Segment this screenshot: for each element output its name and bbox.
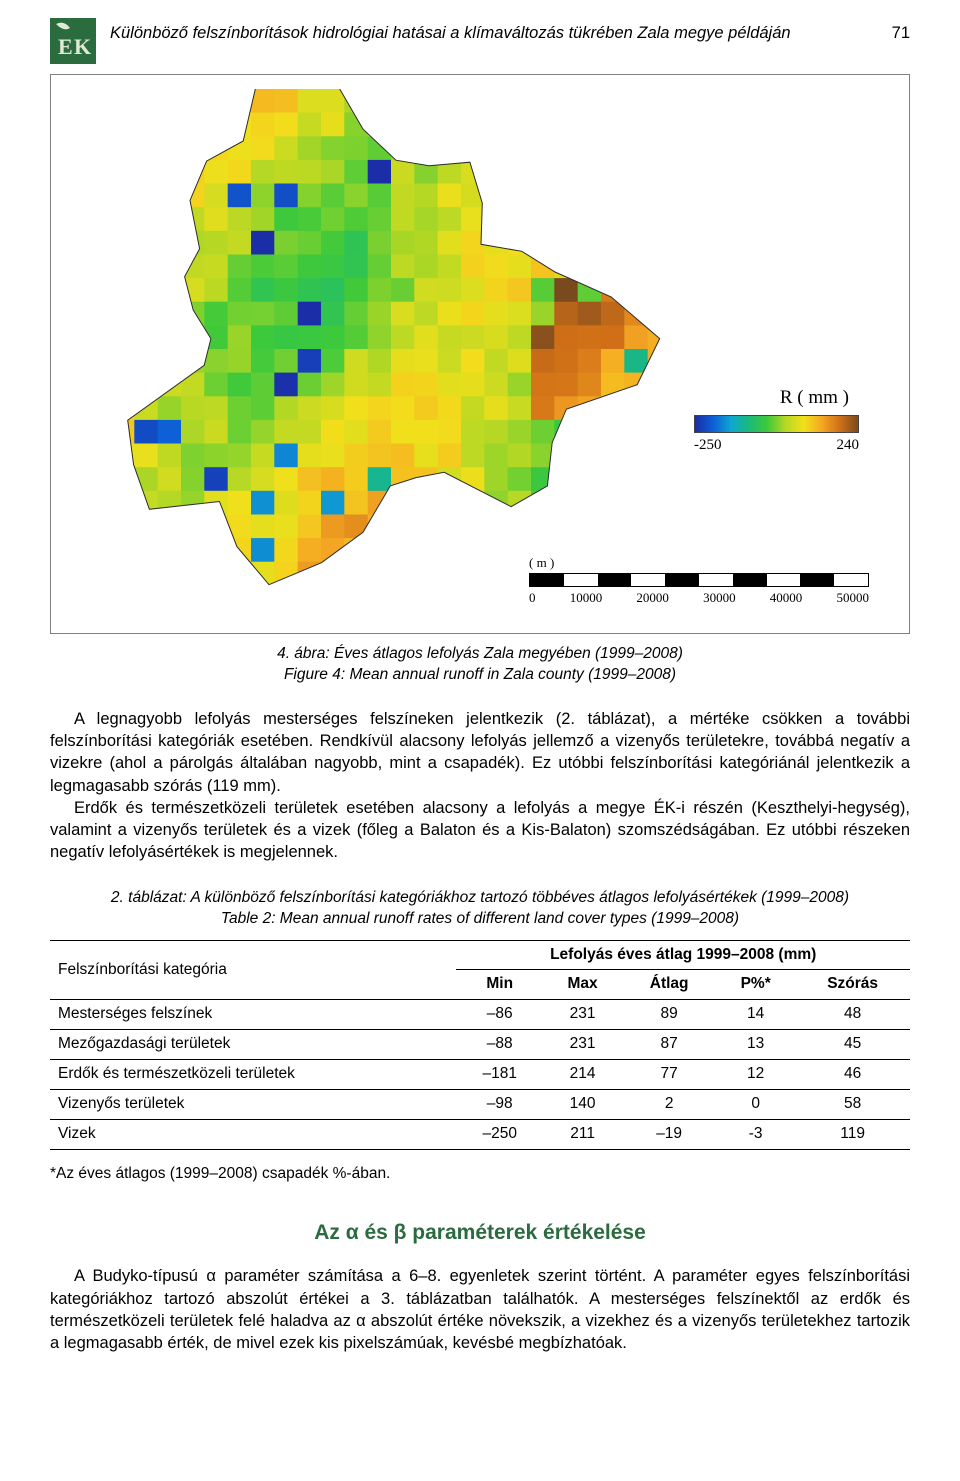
legend-variable: R ( mm ) bbox=[684, 385, 869, 411]
scalebar-unit: ( m ) bbox=[529, 554, 869, 572]
table-row: Vizek–250211–19-3119 bbox=[50, 1120, 910, 1150]
table-cell: 89 bbox=[622, 1000, 716, 1030]
figure-legend: R ( mm ) -250 240 bbox=[684, 385, 869, 455]
runoff-heatmap bbox=[111, 89, 671, 609]
table-cell: 0 bbox=[716, 1090, 795, 1120]
table-cell: 140 bbox=[543, 1090, 622, 1120]
paragraph-2: Erdők és természetközeli területek eseté… bbox=[50, 797, 910, 864]
paragraph-3: A Budyko-típusú α paraméter számítása a … bbox=[50, 1265, 910, 1354]
table-row: Mesterséges felszínek–86231891448 bbox=[50, 1000, 910, 1030]
table-cell: 214 bbox=[543, 1060, 622, 1090]
table-cell: 14 bbox=[716, 1000, 795, 1030]
figure-4-caption: 4. ábra: Éves átlagos lefolyás Zala megy… bbox=[50, 644, 910, 686]
table-cell: –181 bbox=[456, 1060, 543, 1090]
body-text-block-1: A legnagyobb lefolyás mesterséges felszí… bbox=[50, 708, 910, 864]
table-column-header: Átlag bbox=[622, 970, 716, 1000]
table-cell: 45 bbox=[795, 1030, 910, 1060]
legend-min: -250 bbox=[694, 435, 722, 455]
table-caption-en: Table 2: Mean annual runoff rates of dif… bbox=[221, 910, 739, 927]
table-cell: 58 bbox=[795, 1090, 910, 1120]
scalebar-tick: 30000 bbox=[703, 589, 736, 607]
table-cell: –19 bbox=[622, 1120, 716, 1150]
scalebar-tick: 50000 bbox=[836, 589, 869, 607]
section-heading-alpha-beta: Az α és β paraméterek értékelése bbox=[50, 1219, 910, 1247]
table-cell: –88 bbox=[456, 1030, 543, 1060]
table-cell: -3 bbox=[716, 1120, 795, 1150]
figure-caption-en: Figure 4: Mean annual runoff in Zala cou… bbox=[284, 666, 676, 683]
table-cell: 87 bbox=[622, 1030, 716, 1060]
table-footnote: *Az éves átlagos (1999–2008) csapadék %-… bbox=[50, 1164, 910, 1185]
table-column-header: Max bbox=[543, 970, 622, 1000]
legend-gradient bbox=[694, 415, 859, 433]
table-cell: 12 bbox=[716, 1060, 795, 1090]
scalebar-tick: 40000 bbox=[770, 589, 803, 607]
table-column-header: Szórás bbox=[795, 970, 910, 1000]
table-2-caption: 2. táblázat: A különböző felszínborítási… bbox=[50, 888, 910, 930]
table-cell: 13 bbox=[716, 1030, 795, 1060]
table-cell: 77 bbox=[622, 1060, 716, 1090]
paragraph-1: A legnagyobb lefolyás mesterséges felszí… bbox=[50, 708, 910, 797]
table-colgroup-label: Lefolyás éves átlag 1999–2008 (mm) bbox=[456, 940, 910, 970]
scalebar-ticks: 0 10000 20000 30000 40000 50000 bbox=[529, 587, 869, 607]
table-column-header: P%* bbox=[716, 970, 795, 1000]
svg-text:K: K bbox=[74, 34, 91, 59]
scalebar-tick: 20000 bbox=[636, 589, 669, 607]
running-title: Különböző felszínborítások hidrológiai h… bbox=[110, 22, 791, 44]
table-cell: 211 bbox=[543, 1120, 622, 1150]
figure-caption-hu: 4. ábra: Éves átlagos lefolyás Zala megy… bbox=[277, 645, 683, 662]
legend-max: 240 bbox=[837, 435, 860, 455]
table-row-name: Mesterséges felszínek bbox=[50, 1000, 456, 1030]
figure-scalebar: ( m ) 0 10000 20000 30000 40000 50000 bbox=[529, 554, 869, 607]
table-rowhead-label: Felszínborítási kategória bbox=[50, 940, 456, 1000]
journal-logo: E K bbox=[50, 18, 96, 64]
table-row-name: Erdők és természetközeli területek bbox=[50, 1060, 456, 1090]
table-cell: –250 bbox=[456, 1120, 543, 1150]
table-row-name: Vizek bbox=[50, 1120, 456, 1150]
table-cell: 231 bbox=[543, 1000, 622, 1030]
figure-4-container: R ( mm ) -250 240 ( m ) 0 10000 20000 30000… bbox=[50, 74, 910, 634]
runoff-table: Felszínborítási kategória Lefolyás éves … bbox=[50, 940, 910, 1150]
table-column-header: Min bbox=[456, 970, 543, 1000]
body-text-block-2: A Budyko-típusú α paraméter számítása a … bbox=[50, 1265, 910, 1354]
table-row-name: Mezőgazdasági területek bbox=[50, 1030, 456, 1060]
table-row: Mezőgazdasági területek–88231871345 bbox=[50, 1030, 910, 1060]
page-number: 71 bbox=[872, 22, 910, 44]
table-cell: 2 bbox=[622, 1090, 716, 1120]
table-cell: 231 bbox=[543, 1030, 622, 1060]
table-cell: 119 bbox=[795, 1120, 910, 1150]
table-caption-hu: 2. táblázat: A különböző felszínborítási… bbox=[111, 889, 849, 906]
table-row-name: Vizenyős területek bbox=[50, 1090, 456, 1120]
table-row: Vizenyős területek–981402058 bbox=[50, 1090, 910, 1120]
table-row: Erdők és természetközeli területek–18121… bbox=[50, 1060, 910, 1090]
table-cell: –86 bbox=[456, 1000, 543, 1030]
table-cell: 46 bbox=[795, 1060, 910, 1090]
scalebar-stripes bbox=[529, 573, 869, 587]
page-header: E K Különböző felszínborítások hidrológi… bbox=[50, 18, 910, 64]
table-cell: 48 bbox=[795, 1000, 910, 1030]
table-cell: –98 bbox=[456, 1090, 543, 1120]
scalebar-tick: 0 bbox=[529, 589, 536, 607]
scalebar-tick: 10000 bbox=[570, 589, 603, 607]
svg-text:E: E bbox=[58, 34, 73, 59]
